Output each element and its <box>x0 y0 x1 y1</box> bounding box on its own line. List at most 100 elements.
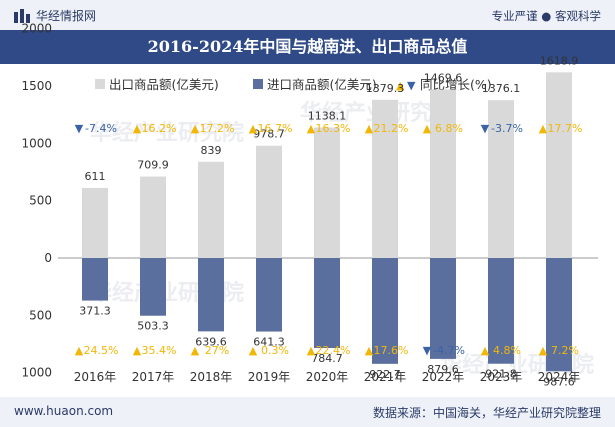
y-tick-label: 500 <box>29 194 52 208</box>
export-bar <box>546 72 572 259</box>
x-tick-label: 2024年 <box>538 370 581 384</box>
logo[interactable]: 华经情报网 <box>14 7 96 24</box>
legend-label: 同比增长(%) <box>420 77 492 92</box>
import-bar <box>314 258 340 349</box>
export-growth-label: 21.2% <box>374 122 409 135</box>
import-value-label: 639.6 <box>195 335 227 348</box>
export-bar <box>488 100 514 258</box>
y-tick-label: 500 <box>29 308 52 322</box>
export-bar <box>82 187 108 258</box>
legend-swatch-export <box>95 79 105 89</box>
import-bar <box>372 258 398 364</box>
export-growth-label: 16.3% <box>316 122 351 135</box>
export-value-label: 611 <box>85 170 106 183</box>
import-growth-label-arrow-icon: ▲ <box>539 344 548 357</box>
import-growth-label: 24.5% <box>84 344 119 357</box>
legend-down-icon: ▼ <box>407 79 416 92</box>
x-tick-label: 2016年 <box>74 370 117 384</box>
import-value-label: 784.7 <box>311 352 343 365</box>
import-bar <box>488 258 514 364</box>
logo-icon <box>14 8 30 23</box>
export-growth-label: 6.8% <box>435 122 463 135</box>
export-growth-label-arrow-icon: ▲ <box>191 122 200 135</box>
import-growth-label-arrow-icon: ▲ <box>133 344 142 357</box>
legend-swatch-import <box>253 79 263 89</box>
import-bar <box>256 258 282 332</box>
import-growth-label-arrow-icon: ▲ <box>481 344 490 357</box>
import-growth-label: -4.7% <box>433 344 465 357</box>
x-tick-label: 2019年 <box>248 370 291 384</box>
import-growth-label-arrow-icon: ▲ <box>191 344 200 357</box>
x-axis: 2016年 2017年 2018年 2019年 2020年 2021年 2022年 2023年… <box>74 370 581 384</box>
export-growth-label-arrow-icon: ▲ <box>423 122 432 135</box>
y-tick-label: 1500 <box>21 79 52 93</box>
brand-name: 华经情报网 <box>36 9 97 23</box>
import-value-label: 371.3 <box>79 305 111 318</box>
x-tick-label: 2022年 <box>422 370 465 384</box>
top-bar: 华经情报网 专业严谨 ● 客观科学 <box>0 0 615 30</box>
export-value-label: 709.9 <box>137 159 169 172</box>
export-bar <box>140 176 166 258</box>
import-value-label: 987.6 <box>543 375 575 388</box>
bars <box>82 72 572 372</box>
export-value-label: 978.7 <box>253 128 285 141</box>
legend-up-icon: ▲ <box>396 79 405 92</box>
x-tick-label: 2018年 <box>190 370 233 384</box>
export-bar <box>198 161 224 258</box>
site-link[interactable]: www.huaon.com <box>14 404 114 418</box>
import-bar <box>546 258 572 372</box>
export-growth-label-arrow-icon: ▲ <box>249 122 258 135</box>
import-growth-label-arrow-icon: ▲ <box>75 344 84 357</box>
import-growth-label: 7.2% <box>551 344 579 357</box>
footer-bar: www.huaon.com 数据来源：中国海关，华经产业研究院整理 <box>0 397 615 427</box>
import-bar <box>82 258 108 301</box>
export-growth-label-arrow-icon: ▼ <box>75 122 84 135</box>
import-growth-label: 27% <box>205 344 229 357</box>
export-bar <box>256 145 282 258</box>
legend-label: 进口商品额(亿美元) <box>267 77 377 92</box>
export-growth-label-arrow-icon: ▲ <box>365 122 374 135</box>
import-value-label: 922.7 <box>369 368 401 381</box>
x-tick-label: 2023年 <box>480 370 523 384</box>
import-value-label: 879.6 <box>427 363 459 376</box>
import-bar <box>430 258 456 359</box>
import-growth-label-arrow-icon: ▲ <box>365 344 374 357</box>
export-bar <box>430 89 456 258</box>
import-growth-label: 4.8% <box>493 344 521 357</box>
export-growth-label-arrow-icon: ▲ <box>539 122 548 135</box>
data-source: 数据来源：中国海关，华经产业研究院整理 <box>372 406 601 420</box>
x-tick-label: 2020年 <box>306 370 349 384</box>
y-tick-label: 1000 <box>21 136 52 150</box>
slogan: 专业严谨 ● 客观科学 <box>491 9 601 23</box>
export-growth-label: 16.2% <box>142 122 177 135</box>
growth-labels: ▼ -7.4%▲ 24.5%▲ 16.2%▲ 35.4%▲ 17.2%▲ 27%▲ 16.7%… <box>75 122 583 357</box>
y-tick-label: 2000 <box>21 22 52 36</box>
data-labels: 611 371.3 709.9 503.3 839 639.6 978.7 641.3 1138… <box>79 54 578 388</box>
export-growth-label: 17.7% <box>548 122 583 135</box>
legend: 出口商品额(亿美元) 进口商品额(亿美元) ▲ ▼ 同比增长(%) <box>95 77 492 92</box>
x-tick-label: 2017年 <box>132 370 175 384</box>
export-bar <box>314 127 340 258</box>
import-growth-label-arrow-icon: ▲ <box>249 344 258 357</box>
import-growth-label-arrow-icon: ▲ <box>307 344 316 357</box>
import-growth-label: 0.3% <box>261 344 289 357</box>
import-growth-label: 22.4% <box>316 344 351 357</box>
watermark-text: 华经产业研究院 <box>90 120 244 146</box>
import-value-label: 503.3 <box>137 320 169 333</box>
export-growth-label: 17.2% <box>200 122 235 135</box>
import-growth-label-arrow-icon: ▼ <box>423 344 432 357</box>
y-tick-label: 0 <box>44 251 52 265</box>
export-value-label: 1138.1 <box>308 109 347 122</box>
export-growth-label: -3.7% <box>491 122 523 135</box>
import-value-label: 641.3 <box>253 336 285 349</box>
y-tick-label: 1000 <box>21 366 52 380</box>
title-bar: 2016-2024年中国与越南进、出口商品总值 <box>0 30 615 64</box>
export-value-label: 839 <box>201 144 222 157</box>
chart-title: 2016-2024年中国与越南进、出口商品总值 <box>147 37 468 56</box>
export-value-label: 1469.6 <box>424 71 463 84</box>
export-growth-label: -7.4% <box>85 122 117 135</box>
export-value-label: 1376.1 <box>482 82 521 95</box>
legend-label: 出口商品额(亿美元) <box>109 77 219 92</box>
